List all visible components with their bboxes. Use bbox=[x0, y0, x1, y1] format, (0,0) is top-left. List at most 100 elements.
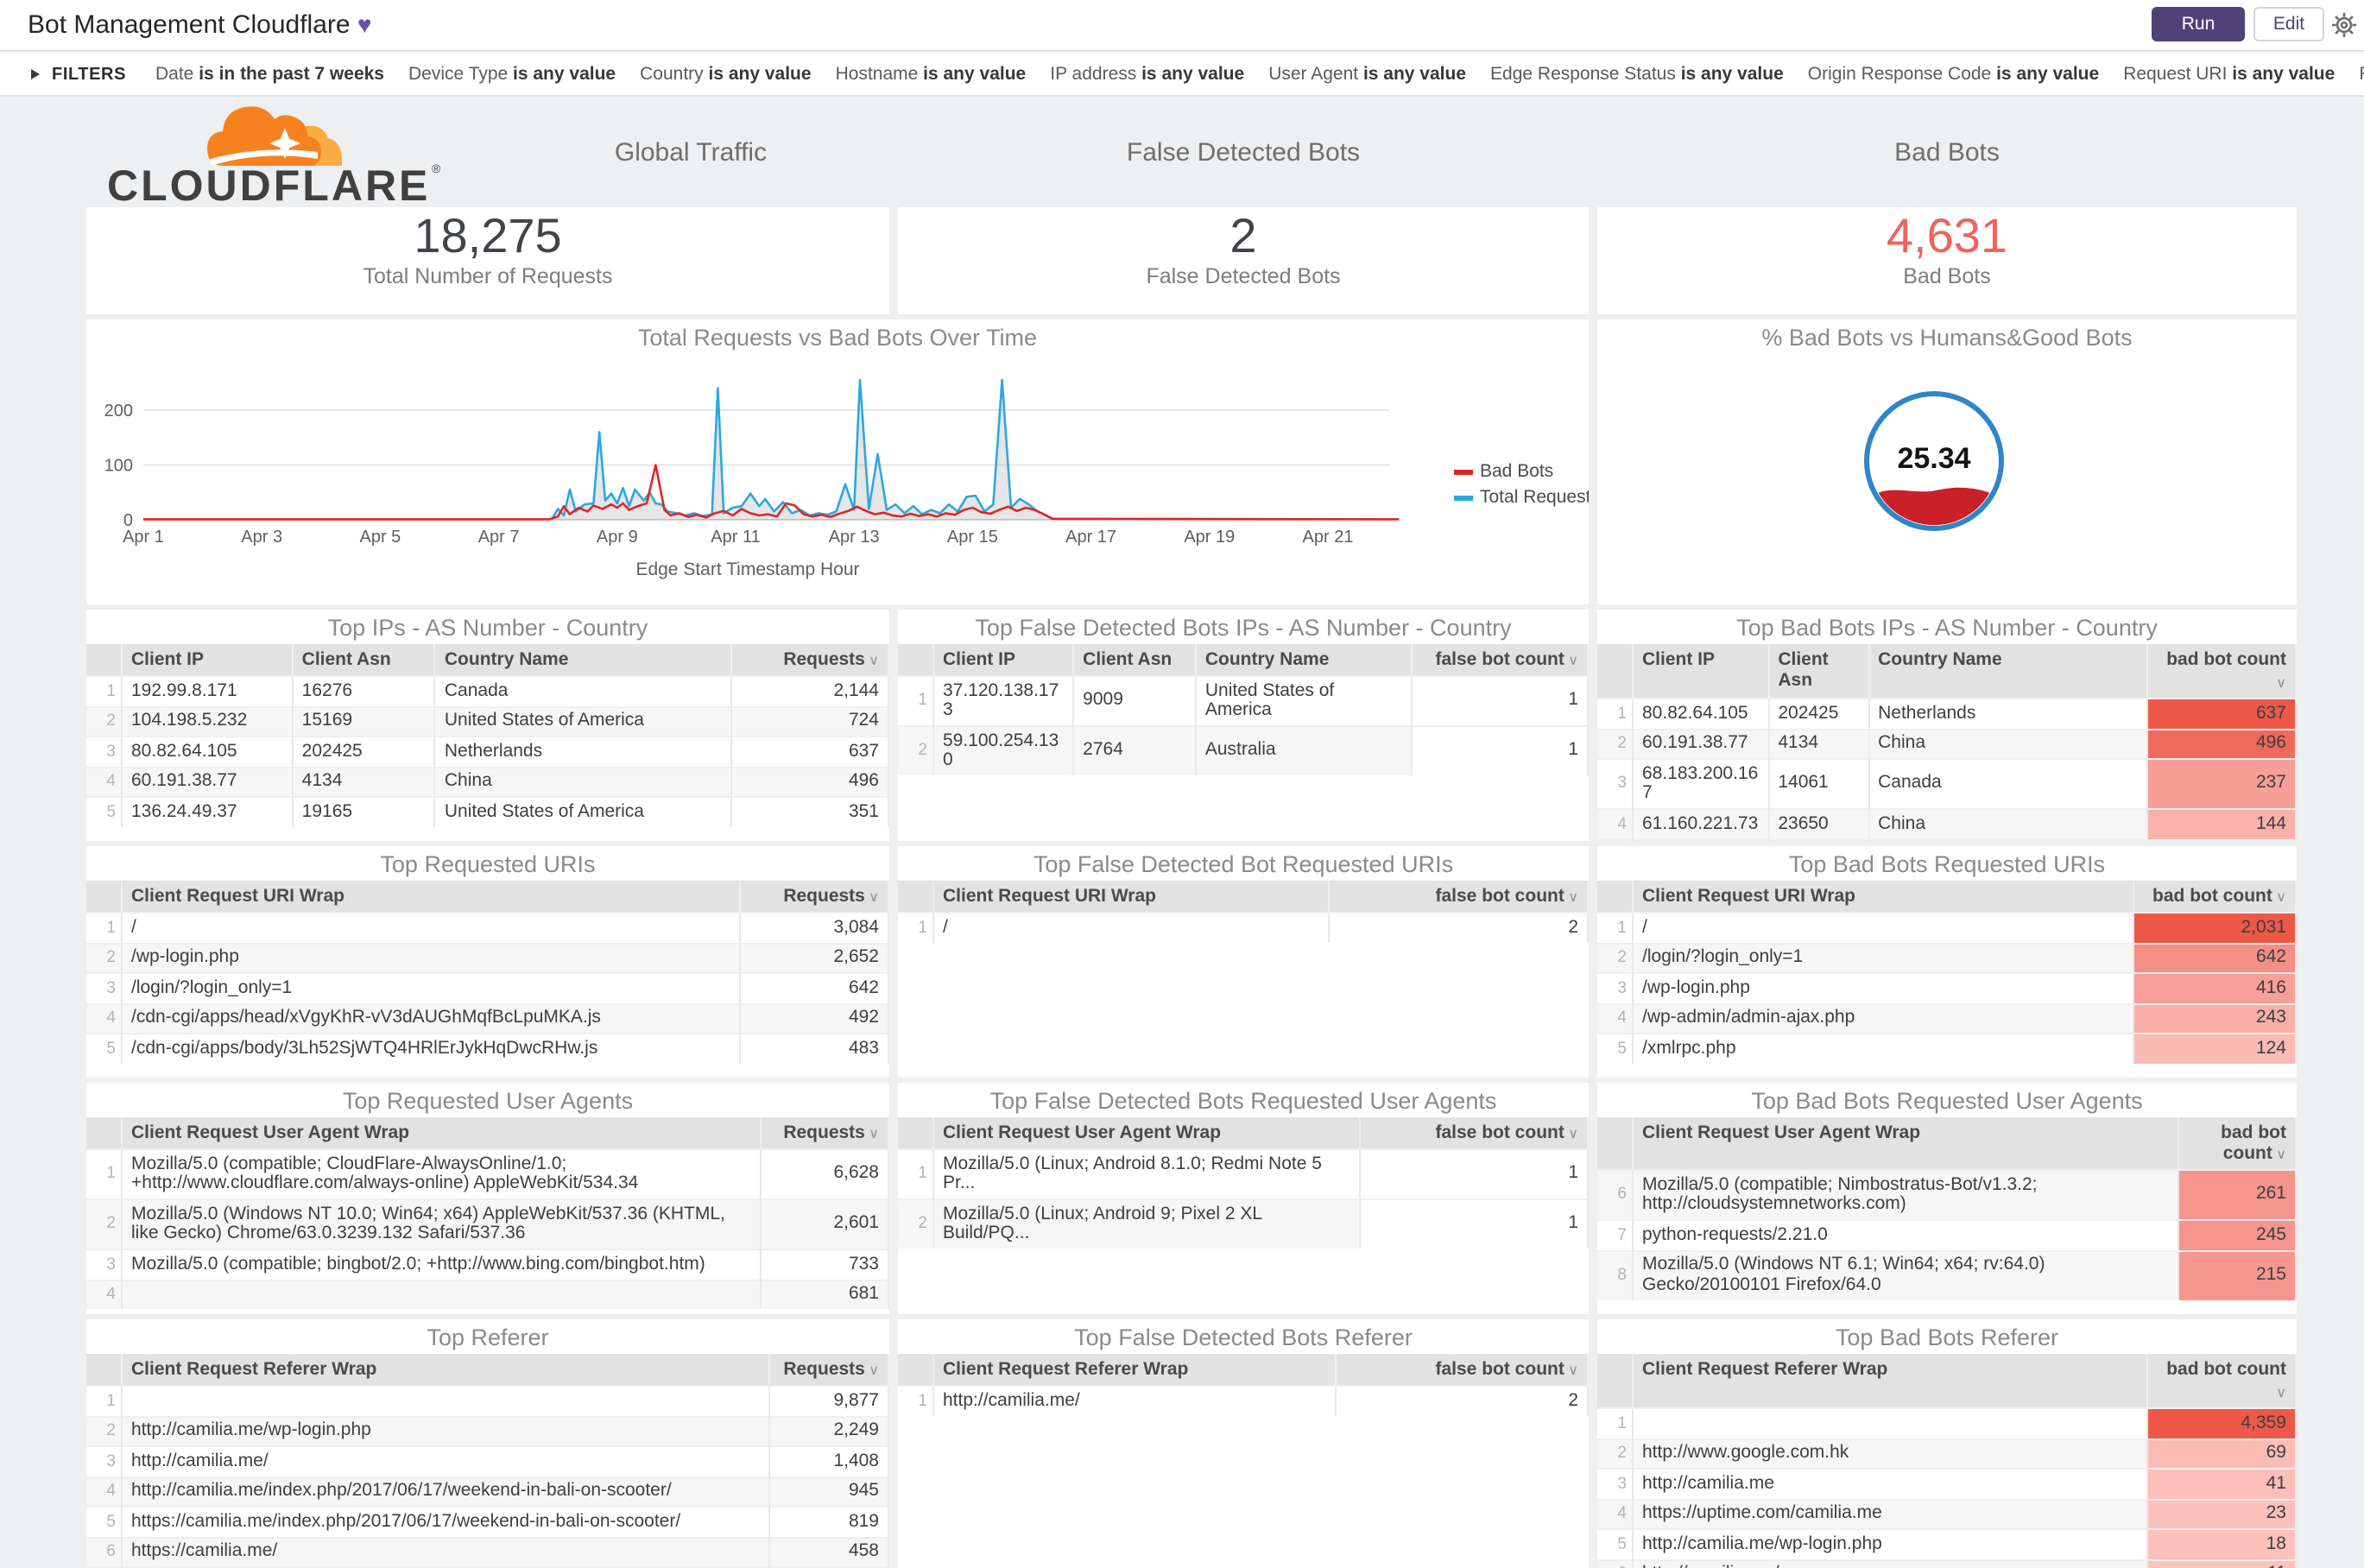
table-row: 2/login/?login_only=1 642 bbox=[1597, 942, 2297, 973]
tile-bad-bots-user-agents: Top Bad Bots Requested User Agents Clien… bbox=[1597, 1083, 2297, 1314]
table-cell: 819 bbox=[768, 1506, 889, 1537]
table-cell: 2,144 bbox=[731, 675, 889, 706]
gauge-title: % Bad Bots vs Humans&Good Bots bbox=[1761, 325, 2133, 351]
table-cell: https://uptime.com/camilia.me bbox=[1633, 1498, 2148, 1529]
column-header[interactable]: Requests ∨ bbox=[739, 881, 889, 913]
table-cell: 2 bbox=[1329, 912, 1589, 942]
table-cell: United States of America bbox=[434, 705, 733, 737]
column-header: Client IP bbox=[122, 644, 294, 676]
filter-item[interactable]: Device Type is any value bbox=[408, 64, 616, 85]
table-cell: 23 bbox=[2146, 1498, 2297, 1529]
table-cell: 103.102.123.152 bbox=[1633, 838, 1770, 841]
column-header[interactable]: bad bot count ∨ bbox=[2133, 881, 2297, 913]
filter-item[interactable]: RayID is any value bbox=[2359, 64, 2364, 85]
row-number: 3 bbox=[86, 1445, 123, 1476]
filters-expand-icon[interactable] bbox=[31, 69, 40, 79]
table-cell: 1 bbox=[1359, 1148, 1589, 1199]
row-number-header bbox=[86, 881, 123, 913]
table-title: Top Bad Bots Referer bbox=[1835, 1325, 2059, 1350]
table-cell: Mozilla/5.0 (compatible; bingbot/2.0; +h… bbox=[122, 1249, 762, 1280]
table-cell: /login/?login_only=1 bbox=[1633, 942, 2135, 973]
column-header[interactable]: bad bot count ∨ bbox=[2178, 1117, 2297, 1170]
row-number: 5 bbox=[1597, 838, 1634, 841]
table-cell: United States of America bbox=[1195, 675, 1413, 726]
svg-text:Apr 19: Apr 19 bbox=[1184, 528, 1235, 547]
tile-bad-bots-ips: Top Bad Bots IPs - AS Number - Country C… bbox=[1597, 610, 2297, 841]
column-header[interactable]: bad bot count ∨ bbox=[2146, 1354, 2297, 1408]
svg-text:0: 0 bbox=[123, 511, 133, 530]
column-header[interactable]: Requests ∨ bbox=[761, 1117, 889, 1149]
table-cell: / bbox=[933, 912, 1331, 942]
table-row: 6 https://camilia.me/458 bbox=[86, 1536, 889, 1567]
row-number: 2 bbox=[898, 725, 934, 775]
svg-text:Apr 11: Apr 11 bbox=[711, 528, 760, 547]
table-row: 3 http://camilia.me/1,408 bbox=[86, 1445, 889, 1476]
legend-item[interactable]: Bad Bots bbox=[1454, 461, 1589, 482]
filter-item[interactable]: IP address is any value bbox=[1050, 64, 1245, 85]
table-cell: http://camilia.me/wp-login.php bbox=[122, 1415, 770, 1446]
table-cell: http://camilia.me/ bbox=[122, 1445, 770, 1476]
table-cell: Australia bbox=[1195, 725, 1413, 775]
column-header[interactable]: bad bot count ∨ bbox=[2147, 644, 2297, 699]
filter-item[interactable]: Hostname is any value bbox=[835, 64, 1027, 85]
table-row: 8 Mozilla/5.0 (Windows NT 6.1; Win64; x64… bbox=[1597, 1249, 2297, 1299]
column-header[interactable]: Requests ∨ bbox=[731, 644, 889, 676]
table-row: 5/cdn-cgi/apps/body/3Lh52SjWTQ4HRlErJykH… bbox=[86, 1033, 889, 1063]
svg-text:Apr 17: Apr 17 bbox=[1065, 528, 1116, 547]
filter-item[interactable]: Edge Response Status is any value bbox=[1490, 64, 1784, 85]
cloudflare-cloud-icon bbox=[207, 106, 342, 166]
table-cell: 18 bbox=[2146, 1528, 2297, 1559]
legend-item[interactable]: Total Requests bbox=[1454, 487, 1589, 508]
column-header: Client Asn bbox=[292, 644, 436, 676]
column-header[interactable]: Requests ∨ bbox=[768, 1354, 889, 1386]
row-number: 2 bbox=[1597, 1438, 1634, 1469]
column-header[interactable]: false bot count ∨ bbox=[1329, 881, 1589, 913]
filter-item[interactable]: Request URI is any value bbox=[2123, 64, 2336, 85]
table-cell: /wp-login.php bbox=[1633, 972, 2135, 1003]
column-header: Country Name bbox=[1868, 644, 2149, 699]
row-number: 2 bbox=[1597, 728, 1634, 759]
table-cell: Mozilla/5.0 (Linux; Android 8.1.0; Redmi… bbox=[933, 1148, 1361, 1199]
table-cell bbox=[122, 1385, 770, 1416]
table-cell: 243 bbox=[2133, 1002, 2297, 1034]
registered-mark: ® bbox=[432, 161, 441, 175]
edit-button[interactable]: Edit bbox=[2253, 7, 2324, 41]
row-number: 1 bbox=[86, 912, 123, 943]
column-header[interactable]: false bot count ∨ bbox=[1412, 644, 1589, 676]
table-cell: /cdn-cgi/apps/head/xVgyKhR-vV3dAUGhMqfBc… bbox=[122, 1002, 741, 1034]
filter-item[interactable]: User Agent is any value bbox=[1268, 64, 1467, 85]
table-row: 5/xmlrpc.php 124 bbox=[1597, 1033, 2297, 1063]
filter-item[interactable]: Country is any value bbox=[640, 64, 812, 85]
filter-item[interactable]: Date is in the past 7 weeks bbox=[155, 64, 384, 85]
column-header[interactable]: false bot count ∨ bbox=[1359, 1117, 1589, 1149]
table-cell: /wp-login.php bbox=[122, 942, 741, 973]
table-row: 1/2 bbox=[898, 912, 1589, 942]
row-number: 1 bbox=[86, 675, 123, 706]
table-row: 1 192.99.8.171 16276 Canada 2,144 bbox=[86, 675, 889, 706]
row-number: 1 bbox=[898, 912, 934, 942]
table-cell: Netherlands bbox=[1868, 698, 2149, 729]
table-title: Top False Detected Bots Referer bbox=[1074, 1325, 1413, 1350]
column-header[interactable]: false bot count ∨ bbox=[1335, 1354, 1589, 1386]
table-cell: 15169 bbox=[292, 705, 436, 737]
tile-bad-bots-referer: Top Bad Bots Referer Client Request Refe… bbox=[1597, 1319, 2297, 1568]
table-row: 3 80.82.64.105 202425 Netherlands 637 bbox=[86, 736, 889, 767]
table-row: 2 Mozilla/5.0 (Windows NT 10.0; Win64; x6… bbox=[86, 1198, 889, 1249]
row-number-header bbox=[1597, 644, 1634, 699]
tile-false-bot-uris: Top False Detected Bot Requested URIs Cl… bbox=[898, 846, 1589, 1078]
kpi-bad-bots: 4,631 Bad Bots bbox=[1597, 207, 2297, 314]
data-table: Client Request Referer Wrap false bot cou… bbox=[898, 1354, 1589, 1415]
table-row: 4 https://uptime.com/camilia.me 23 bbox=[1597, 1498, 2297, 1529]
tile-top-user-agents: Top Requested User Agents Client Request… bbox=[86, 1083, 889, 1314]
kpi-value: 4,631 bbox=[1886, 209, 2008, 262]
run-button[interactable]: Run bbox=[2152, 7, 2245, 41]
filter-item[interactable]: Origin Response Code is any value bbox=[1807, 64, 2100, 85]
table-cell: 144 bbox=[2147, 808, 2297, 839]
table-cell: / bbox=[1633, 912, 2135, 943]
svg-text:Apr 3: Apr 3 bbox=[241, 528, 282, 547]
row-number: 2 bbox=[1597, 942, 1634, 973]
gear-icon[interactable] bbox=[2331, 12, 2357, 38]
table-title: Top Requested URIs bbox=[380, 851, 596, 877]
table-cell: 41 bbox=[2146, 1468, 2297, 1499]
row-number-header bbox=[898, 1117, 934, 1149]
